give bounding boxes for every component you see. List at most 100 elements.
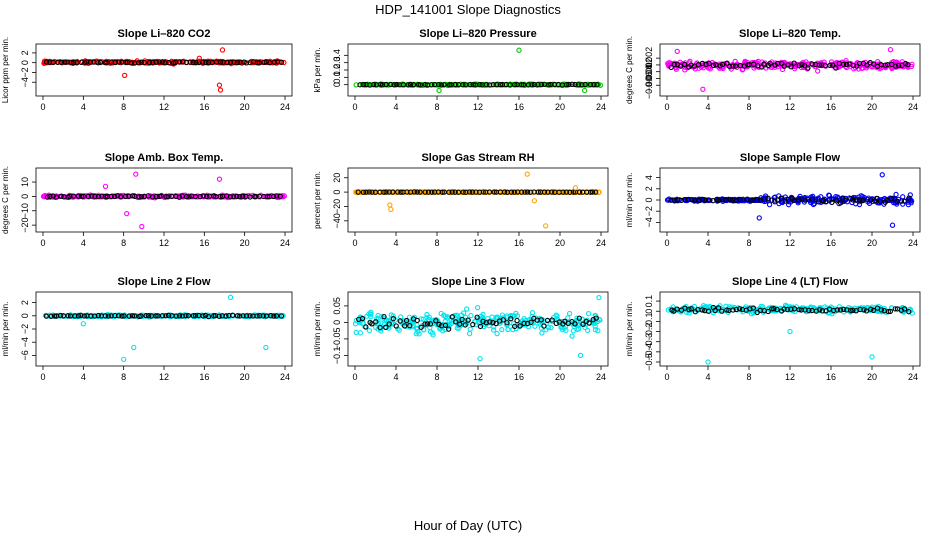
data-point-secondary <box>715 305 722 311</box>
x-tick-label: 12 <box>159 238 169 248</box>
data-point <box>445 315 451 321</box>
data-point <box>198 312 204 319</box>
data-point-secondary <box>470 321 476 328</box>
data-point <box>489 314 495 320</box>
data-point-secondary <box>671 61 677 68</box>
data-point-secondary <box>906 309 912 315</box>
y-tick-label: 0 <box>20 194 30 199</box>
y-tick-label: −20 <box>20 217 30 232</box>
x-tick-label: 8 <box>121 102 126 112</box>
data-point-secondary <box>519 189 525 195</box>
y-axis-label: percent per min. <box>313 171 322 229</box>
data-point-secondary <box>546 82 552 88</box>
data-point-secondary <box>84 59 90 65</box>
data-point-secondary <box>538 317 544 323</box>
data-point-secondary <box>150 194 156 200</box>
data-point-secondary <box>99 193 105 199</box>
chart-panel-2: Slope Li–820 Pressure kPa per min. 0 4 8 12 16… <box>313 28 609 112</box>
x-tick-label: 16 <box>199 372 209 382</box>
data-point <box>900 194 906 200</box>
data-point <box>548 325 554 331</box>
chart-panel-7: Slope Line 2 Flow ml/min per min. 0 4 8 12 16 2… <box>1 276 293 382</box>
data-point-secondary <box>480 189 486 195</box>
data-point-secondary <box>877 198 883 205</box>
data-point-secondary <box>710 62 717 69</box>
x-tick-label: 24 <box>280 238 290 248</box>
data-point <box>366 328 373 334</box>
y-tick-label: −0.5 <box>644 353 654 371</box>
data-point-secondary <box>459 316 465 323</box>
outlier-point <box>122 72 128 79</box>
data-point-secondary <box>576 315 582 321</box>
data-point-secondary <box>176 194 183 200</box>
y-tick-label: 0.1 <box>644 295 654 308</box>
data-point-secondary <box>51 313 58 319</box>
x-tick-label: 24 <box>280 372 290 382</box>
data-point <box>379 314 385 320</box>
data-point-secondary <box>78 193 85 199</box>
data-point-secondary <box>78 59 85 65</box>
data-point-secondary <box>796 62 802 69</box>
data-point-secondary <box>452 81 458 88</box>
data-point <box>863 65 870 71</box>
data-point-secondary <box>809 61 815 67</box>
data-point-secondary <box>278 313 285 319</box>
data-point-secondary <box>190 59 196 66</box>
data-point-secondary <box>477 323 484 330</box>
y-tick-label: −0.2 <box>644 323 654 341</box>
data-point-secondary <box>143 312 149 319</box>
data-point-secondary <box>799 62 805 68</box>
data-point-secondary <box>231 59 237 65</box>
data-point-secondary <box>668 64 674 70</box>
data-point-secondary <box>587 81 594 88</box>
data-point-secondary <box>882 62 889 68</box>
data-point-secondary <box>369 321 375 327</box>
data-point-secondary <box>771 306 777 312</box>
data-point-secondary <box>449 189 455 195</box>
data-point-secondary <box>119 313 125 319</box>
data-point-secondary <box>593 315 599 321</box>
x-tick-label: 4 <box>393 372 398 382</box>
outlier-point <box>531 198 538 204</box>
y-tick-label: 0.05 <box>332 297 342 315</box>
data-point <box>474 305 481 311</box>
x-tick-label: 8 <box>434 102 439 112</box>
x-tick-label: 16 <box>514 372 524 382</box>
data-point-secondary <box>136 194 142 200</box>
data-point-secondary <box>163 313 169 319</box>
data-point <box>458 189 464 195</box>
x-tick-label: 4 <box>393 238 398 248</box>
data-point <box>468 312 474 319</box>
data-point-secondary <box>460 189 466 195</box>
data-point-secondary <box>511 189 517 195</box>
data-point-secondary <box>428 82 435 88</box>
data-point-secondary <box>529 82 535 88</box>
x-tick-label: 0 <box>352 238 357 248</box>
outlier-point <box>674 48 680 55</box>
y-tick-label: 0 <box>20 313 30 318</box>
data-point <box>441 312 447 319</box>
outlier-point <box>705 359 711 365</box>
data-point-secondary <box>153 313 159 319</box>
y-tick-label: 0 <box>644 309 654 314</box>
data-point-secondary <box>121 313 127 319</box>
data-point <box>532 323 538 329</box>
data-point-secondary <box>75 193 82 199</box>
data-point <box>364 313 370 319</box>
data-point-secondary <box>864 196 871 203</box>
outlier-point <box>477 356 483 362</box>
x-tick-label: 0 <box>352 102 357 112</box>
data-point-secondary <box>95 60 101 66</box>
y-tick-label: −10 <box>20 203 30 218</box>
data-point-secondary <box>774 306 780 313</box>
data-point-secondary <box>702 197 708 203</box>
data-point-secondary <box>730 307 736 313</box>
data-point <box>538 319 545 325</box>
data-point-secondary <box>398 189 404 195</box>
data-point-secondary <box>377 324 383 331</box>
data-point-secondary <box>278 59 285 65</box>
data-point <box>499 312 506 318</box>
data-point-secondary <box>892 306 898 312</box>
chart-panel-9: Slope Line 4 (LT) Flow ml/min per min. 0 4 8… <box>625 276 921 382</box>
